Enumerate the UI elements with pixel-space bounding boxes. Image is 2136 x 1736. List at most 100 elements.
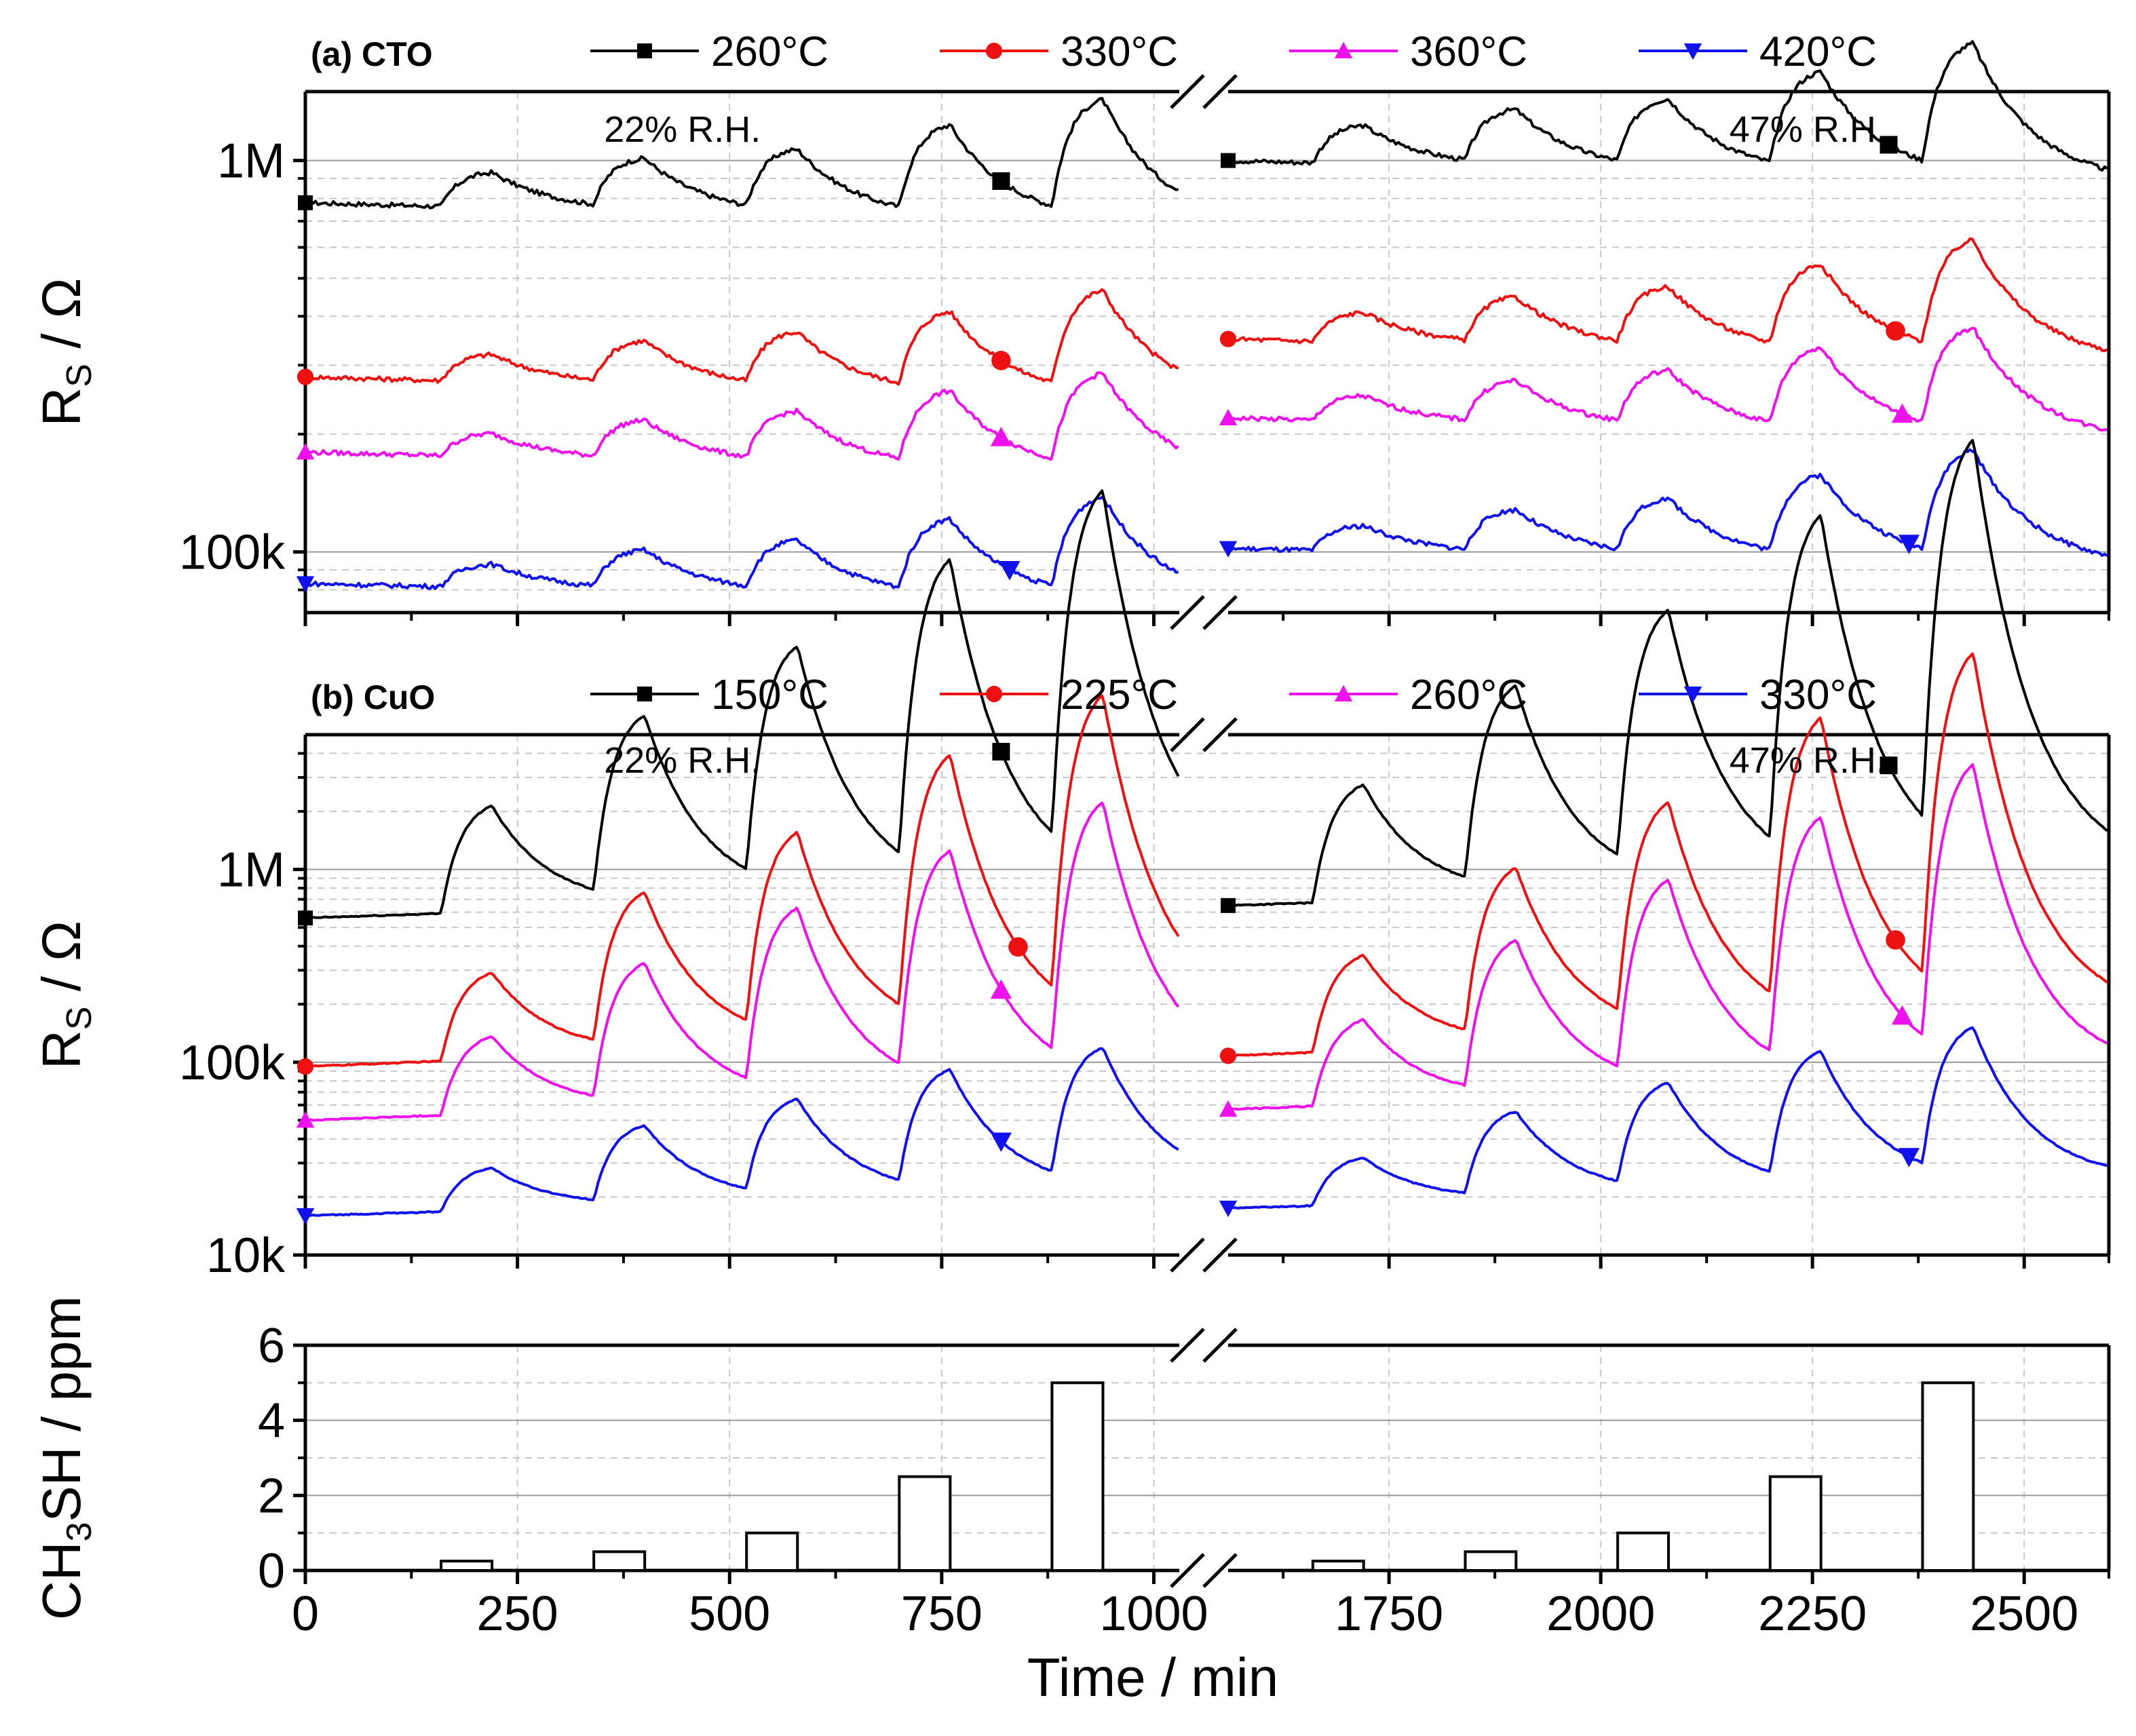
axis-break-marker (1170, 1328, 1205, 1363)
series-marker-triangle-down (1898, 1148, 1920, 1168)
series-marker-triangle-up (990, 979, 1012, 999)
y-tick-label: 100k (179, 526, 286, 580)
axis-break-marker (1202, 595, 1238, 630)
relative-humidity-label: 22% R.H. (604, 109, 761, 150)
y-axis-title-unit: / Ω (31, 921, 92, 1006)
concentration-bar (592, 1550, 647, 1572)
x-tick-label: 0 (292, 1587, 319, 1641)
series-line-260°C (305, 96, 1179, 210)
axis-break-marker (1202, 1553, 1238, 1588)
y-axis-title: RS / Ω (31, 278, 99, 427)
concentration-bar (745, 1531, 799, 1573)
series-marker-circle (1008, 937, 1028, 957)
concentration-bar (898, 1475, 952, 1573)
axis-break-marker (1170, 74, 1205, 109)
axis-break-marker (1170, 1237, 1205, 1273)
series-marker-triangle-up (1334, 684, 1353, 701)
series-marker-triangle-up (1219, 408, 1238, 426)
y-tick-label: 6 (258, 1319, 285, 1373)
axis-break-marker (1170, 595, 1205, 630)
series-line-420°C (305, 496, 1179, 590)
panel-a-cto: 100k 1M RS / Ω 22% R.H. 47% R.H. (a) CTO 260°C… (31, 28, 2111, 630)
y-axis-title-unit: SH / ppm (31, 1296, 92, 1522)
series-line-225°C (305, 694, 1180, 1068)
series-line-260°C (1227, 40, 2108, 172)
series-marker-triangle-down (1219, 541, 1238, 558)
concentration-bar (1768, 1475, 1823, 1573)
concentration-bar (1616, 1531, 1671, 1573)
series-marker-circle (991, 351, 1011, 370)
axis-break-marker (1202, 717, 1238, 752)
series-marker-triangle-up (990, 427, 1012, 446)
series-marker-square (1880, 756, 1898, 775)
x-tick-label: 2250 (1758, 1587, 1867, 1641)
series-marker-triangle-down (1683, 687, 1702, 703)
series-marker-square (637, 43, 652, 58)
series-marker-circle (297, 368, 314, 385)
relative-humidity-label: 47% R.H. (1730, 740, 1886, 781)
axis-break-marker (1170, 1553, 1205, 1588)
series-line-330°C (1227, 1026, 2108, 1210)
series-line-330°C (304, 288, 1179, 386)
concentration-bar (1921, 1381, 1975, 1573)
y-axis-title-main: R (31, 387, 92, 427)
series-marker-circle (1219, 1047, 1237, 1064)
series-marker-triangle-down (1683, 43, 1702, 60)
y-axis-title-main: R (31, 1030, 92, 1069)
series-marker-triangle-up (296, 443, 315, 460)
legend-label: 225°C (1061, 672, 1178, 718)
series-marker-circle (1219, 330, 1237, 347)
x-tick-label: 2000 (1546, 1587, 1655, 1641)
series-marker-circle (1886, 930, 1905, 950)
series-line-260°C (305, 801, 1180, 1122)
series-marker-square (1221, 898, 1236, 913)
series-line-420°C (1227, 448, 2108, 557)
concentration-bar (1464, 1550, 1518, 1572)
y-tick-label: 2 (258, 1469, 285, 1523)
axis-break-marker (1202, 1328, 1238, 1363)
series-marker-circle (985, 685, 1003, 703)
x-tick-label: 250 (477, 1587, 558, 1641)
axis-break-marker (1202, 1237, 1238, 1273)
series-marker-triangle-up (1891, 1005, 1913, 1025)
legend-label: 260°C (1410, 672, 1527, 718)
x-tick-label: 2500 (1970, 1587, 2078, 1641)
series-marker-square (298, 195, 313, 210)
series-marker-circle (297, 1058, 314, 1075)
series-marker-circle (1886, 321, 1905, 341)
legend-label: 330°C (1759, 672, 1877, 718)
x-tick-label: 750 (901, 1587, 983, 1641)
series-marker-square (1221, 153, 1236, 168)
legend-label: 420°C (1759, 28, 1877, 75)
series-line-260°C (1227, 763, 2108, 1111)
legend-label: 150°C (711, 672, 828, 718)
concentration-bar (1050, 1381, 1105, 1573)
y-axis-title-subscript: S (60, 364, 99, 387)
y-tick-label: 100k (179, 1036, 286, 1090)
axis-break-marker (1170, 717, 1205, 752)
y-axis-title-unit: / Ω (31, 278, 92, 364)
panel-c-ch3sh-concentration: 0 2 4 6 0 250 500 750 1000 1750 2000 2250 2500 CH3SH … (31, 1296, 2111, 1708)
concentration-bar (440, 1560, 494, 1573)
panel-b-cuo: 10k 100k 1M RS / Ω 22% R.H. 47% R.H. (b) CuO 15… (31, 439, 2111, 1283)
y-axis-title-main: CH (31, 1541, 92, 1620)
relative-humidity-label: 22% R.H. (604, 740, 761, 781)
series-line-150°C (1227, 439, 2108, 908)
legend-label: 360°C (1410, 28, 1527, 75)
x-tick-label: 500 (689, 1587, 770, 1641)
series-line-360°C (1227, 326, 2108, 432)
series-marker-triangle-up (1219, 1100, 1238, 1117)
y-tick-label: 4 (258, 1394, 285, 1448)
axis-break-marker (1202, 74, 1238, 109)
series-marker-triangle-down (1219, 1200, 1238, 1218)
series-line-225°C (1227, 652, 2108, 1058)
y-axis-title: CH3SH / ppm (31, 1296, 99, 1620)
y-tick-label: 1M (217, 134, 285, 189)
series-marker-square (1880, 136, 1898, 154)
series-marker-triangle-down (999, 561, 1021, 581)
relative-humidity-label: 47% R.H. (1730, 109, 1886, 150)
series-marker-triangle-up (1334, 41, 1353, 58)
y-axis-title: RS / Ω (31, 921, 99, 1069)
y-tick-label: 0 (258, 1544, 285, 1598)
